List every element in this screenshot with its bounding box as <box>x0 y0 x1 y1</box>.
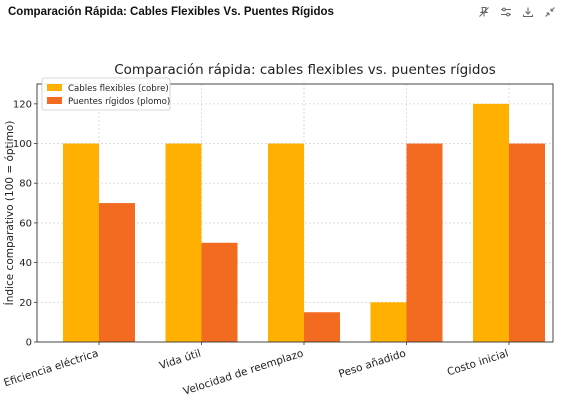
y-tick-label: 0 <box>26 338 32 349</box>
bar-series-2 <box>201 242 238 342</box>
x-tick-label: Eficiencia eléctrica <box>2 347 100 389</box>
x-tick-label: Vida útil <box>158 347 203 372</box>
bar-series-2 <box>406 143 443 342</box>
window-header: Comparación Rápida: Cables Flexibles Vs.… <box>0 0 567 24</box>
y-tick-label: 120 <box>13 99 32 110</box>
legend-swatch-series-1 <box>47 84 62 91</box>
bar-series-1 <box>268 143 304 342</box>
bar-series-2 <box>304 312 340 342</box>
y-axis-label: Índice comparativo (100 = óptimo) <box>3 121 16 306</box>
chart-toolbar <box>477 5 557 19</box>
chart-title: Comparación rápida: cables flexibles vs.… <box>114 62 496 78</box>
bar-series-2 <box>99 203 135 342</box>
window-title: Comparación Rápida: Cables Flexibles Vs.… <box>8 6 334 18</box>
bar-series-2 <box>509 143 545 342</box>
legend-swatch-series-2 <box>47 97 62 104</box>
collapse-icon[interactable] <box>543 5 557 19</box>
y-tick-label: 40 <box>19 258 32 269</box>
bar-series-1 <box>165 143 202 342</box>
bar-series-1 <box>473 103 509 342</box>
y-tick-label: 80 <box>19 179 32 190</box>
y-tick-label: 60 <box>19 218 32 229</box>
legend-box <box>41 77 171 111</box>
download-icon[interactable] <box>521 5 535 19</box>
bar-series-1 <box>63 143 99 342</box>
x-tick-label: Peso añadido <box>337 347 407 380</box>
legend-label-series-1: Cables flexibles (cobre) <box>68 84 169 94</box>
y-tick-label: 100 <box>13 139 32 150</box>
settings-sliders-icon[interactable] <box>499 5 513 19</box>
plot-frame <box>36 83 554 343</box>
pin-icon[interactable] <box>477 5 491 19</box>
bar-series-1 <box>370 302 407 342</box>
y-tick-label: 20 <box>19 298 32 309</box>
legend-label-series-2: Puentes rígidos (plomo) <box>68 97 170 107</box>
x-tick-label: Costo inicial <box>446 347 510 378</box>
